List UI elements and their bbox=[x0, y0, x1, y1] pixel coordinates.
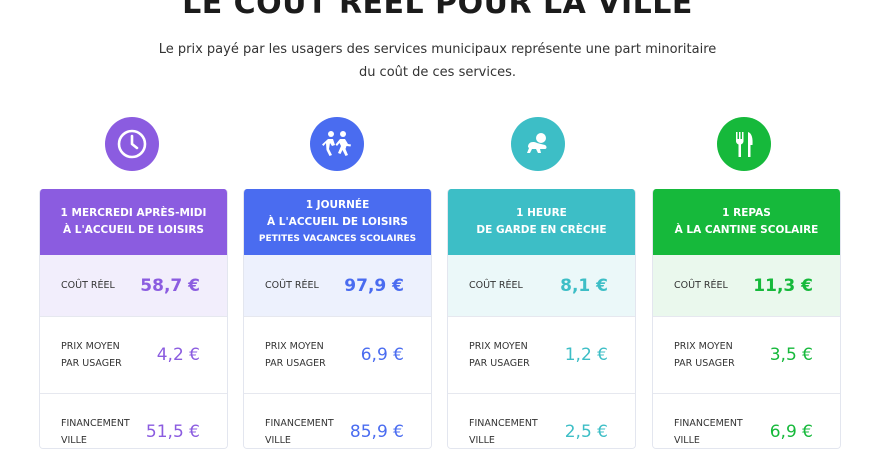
subtitle-line-2: du coût de ces services. bbox=[358, 65, 517, 80]
row-label: COÛT RÉEL bbox=[265, 280, 319, 291]
card-title-line-2: À L'ACCUEIL DE LOISIRS bbox=[63, 224, 204, 236]
row-label-line-2: VILLE bbox=[469, 435, 495, 446]
row-label: FINANCEMENT VILLE bbox=[674, 415, 764, 448]
row-label: FINANCEMENT VILLE bbox=[61, 415, 146, 448]
row-cout-reel: COÛT RÉEL 97,9 € bbox=[244, 255, 431, 316]
row-label: COÛT RÉEL bbox=[674, 280, 728, 291]
row-label-line-2: VILLE bbox=[61, 435, 87, 446]
row-value: 6,9 € bbox=[360, 345, 404, 365]
row-label: PRIX MOYEN PAR USAGER bbox=[265, 338, 355, 372]
children-running-icon bbox=[310, 117, 364, 171]
row-label-line-1: PRIX MOYEN bbox=[265, 341, 324, 352]
card-title-line-1: 1 REPAS bbox=[722, 207, 771, 219]
card-header: 1 HEURE DE GARDE EN CRÈCHE bbox=[448, 189, 635, 255]
row-value: 4,2 € bbox=[156, 345, 200, 365]
card-title-line-2: À L'ACCUEIL DE LOISIRS bbox=[267, 215, 408, 228]
row-prix-moyen: PRIX MOYEN PAR USAGER 3,5 € bbox=[653, 316, 840, 393]
fork-knife-icon bbox=[717, 117, 771, 171]
card-title-line-1: 1 MERCREDI APRÈS-MIDI bbox=[60, 207, 207, 219]
row-label-line-1: FINANCEMENT bbox=[61, 418, 130, 429]
row-label-line-1: PRIX MOYEN bbox=[469, 341, 528, 352]
crawling-baby-icon bbox=[511, 117, 565, 171]
row-label-line-2: VILLE bbox=[674, 435, 700, 446]
row-label: PRIX MOYEN PAR USAGER bbox=[469, 338, 559, 372]
row-label-line-2: PAR USAGER bbox=[265, 358, 326, 369]
row-financement: FINANCEMENT VILLE 51,5 € bbox=[40, 393, 227, 448]
row-label-line-2: PAR USAGER bbox=[61, 358, 122, 369]
row-label: COÛT RÉEL bbox=[61, 280, 115, 291]
card-title-line-2: À LA CANTINE SCOLAIRE bbox=[674, 224, 819, 236]
row-label-line-1: FINANCEMENT bbox=[674, 418, 743, 429]
row-cout-reel: COÛT RÉEL 8,1 € bbox=[448, 255, 635, 316]
row-label: PRIX MOYEN PAR USAGER bbox=[674, 338, 764, 372]
row-label: PRIX MOYEN PAR USAGER bbox=[61, 338, 151, 372]
page-subtitle: Le prix payé par les usagers des service… bbox=[150, 38, 725, 84]
service-card-creche: 1 HEURE DE GARDE EN CRÈCHE COÛT RÉEL 8,1… bbox=[447, 189, 636, 449]
row-cout-reel: COÛT RÉEL 58,7 € bbox=[40, 255, 227, 316]
row-label-line-2: PAR USAGER bbox=[674, 358, 735, 369]
row-label: COÛT RÉEL bbox=[469, 280, 523, 291]
row-financement: FINANCEMENT VILLE 2,5 € bbox=[448, 393, 635, 448]
service-card-repas: 1 REPAS À LA CANTINE SCOLAIRE COÛT RÉEL … bbox=[652, 189, 841, 449]
card-header: 1 JOURNÉE À L'ACCUEIL DE LOISIRS PETITES… bbox=[244, 189, 431, 255]
card-title-line-2: DE GARDE EN CRÈCHE bbox=[476, 224, 607, 236]
service-card-journee: 1 JOURNÉE À L'ACCUEIL DE LOISIRS PETITES… bbox=[243, 189, 432, 449]
row-value: 85,9 € bbox=[349, 422, 404, 442]
card-header: 1 MERCREDI APRÈS-MIDI À L'ACCUEIL DE LOI… bbox=[40, 189, 227, 255]
row-label-line-1: PRIX MOYEN bbox=[674, 341, 733, 352]
row-label: FINANCEMENT VILLE bbox=[469, 415, 559, 448]
row-label-line-1: FINANCEMENT bbox=[265, 418, 334, 429]
row-financement: FINANCEMENT VILLE 6,9 € bbox=[653, 393, 840, 448]
row-value: 97,9 € bbox=[344, 275, 404, 296]
clock-icon bbox=[105, 117, 159, 171]
page-title: LE COÛT RÉEL POUR LA VILLE bbox=[182, 0, 693, 21]
row-value: 51,5 € bbox=[145, 422, 200, 442]
row-financement: FINANCEMENT VILLE 85,9 € bbox=[244, 393, 431, 448]
row-value: 3,5 € bbox=[769, 345, 813, 365]
row-prix-moyen: PRIX MOYEN PAR USAGER 1,2 € bbox=[448, 316, 635, 393]
subtitle-line-1: Le prix payé par les usagers des service… bbox=[158, 42, 717, 57]
card-header: 1 REPAS À LA CANTINE SCOLAIRE bbox=[653, 189, 840, 255]
row-value: 8,1 € bbox=[560, 275, 608, 296]
row-label-line-2: PAR USAGER bbox=[469, 358, 530, 369]
row-value: 6,9 € bbox=[769, 422, 813, 442]
row-value: 58,7 € bbox=[140, 275, 200, 296]
row-prix-moyen: PRIX MOYEN PAR USAGER 4,2 € bbox=[40, 316, 227, 393]
row-value: 2,5 € bbox=[564, 422, 608, 442]
card-title-line-1: 1 HEURE bbox=[516, 207, 567, 219]
card-title-line-1: 1 JOURNÉE bbox=[305, 198, 370, 211]
service-card-mercredi: 1 MERCREDI APRÈS-MIDI À L'ACCUEIL DE LOI… bbox=[39, 189, 228, 449]
row-label-line-1: PRIX MOYEN bbox=[61, 341, 120, 352]
row-label-line-1: FINANCEMENT bbox=[469, 418, 538, 429]
card-title-line-3: PETITES VACANCES SCOLAIRES bbox=[258, 233, 417, 244]
row-label-line-2: VILLE bbox=[265, 435, 291, 446]
row-label: FINANCEMENT VILLE bbox=[265, 415, 350, 448]
row-cout-reel: COÛT RÉEL 11,3 € bbox=[653, 255, 840, 316]
row-prix-moyen: PRIX MOYEN PAR USAGER 6,9 € bbox=[244, 316, 431, 393]
row-value: 1,2 € bbox=[564, 345, 608, 365]
row-value: 11,3 € bbox=[753, 275, 813, 296]
